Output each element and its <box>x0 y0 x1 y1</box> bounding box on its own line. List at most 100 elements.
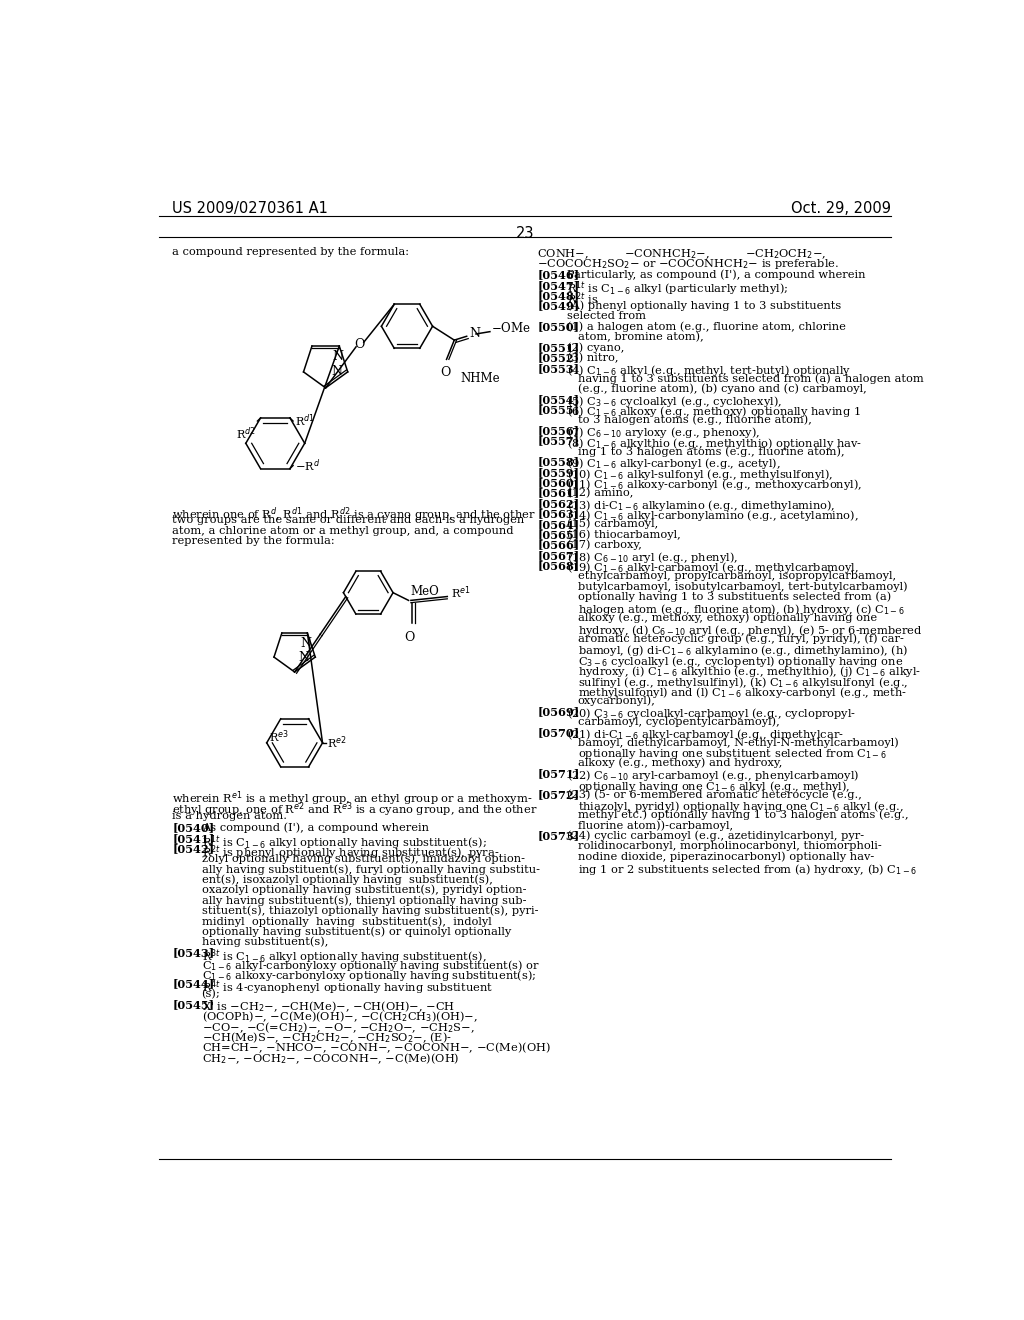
Text: [0568]: [0568] <box>538 560 580 572</box>
Text: atom, a chlorine atom or a methyl group, and, a compound: atom, a chlorine atom or a methyl group,… <box>172 525 514 536</box>
Text: [0544]: [0544] <box>172 978 214 990</box>
Text: [0543]: [0543] <box>172 948 214 958</box>
Text: R$^{2t}$ is: R$^{2t}$ is <box>566 290 598 306</box>
Text: oxycarbonyl),: oxycarbonyl), <box>578 696 655 706</box>
Text: [0552]: [0552] <box>538 352 580 363</box>
Text: $-$CO$-$, $-$C(=CH$_2$)$-$, $-$O$-$, $-$CH$_2$O$-$, $-$CH$_2$S$-$,: $-$CO$-$, $-$C(=CH$_2$)$-$, $-$O$-$, $-$… <box>202 1020 474 1035</box>
Text: [0560]: [0560] <box>538 478 580 488</box>
Text: alkoxy (e.g., methoxy, ethoxy) optionally having one: alkoxy (e.g., methoxy, ethoxy) optionall… <box>578 612 877 623</box>
Text: O: O <box>439 366 451 379</box>
Text: (22) C$_{6-10}$ aryl-carbamoyl (e.g., phenylcarbamoyl): (22) C$_{6-10}$ aryl-carbamoyl (e.g., ph… <box>566 768 859 783</box>
Text: (17) carboxy,: (17) carboxy, <box>566 540 641 550</box>
Text: [0571]: [0571] <box>538 768 580 779</box>
Text: NHMe: NHMe <box>461 372 500 385</box>
Text: alkoxy (e.g., methoxy) and hydroxy,: alkoxy (e.g., methoxy) and hydroxy, <box>578 758 782 768</box>
Text: optionally having substituent(s) or quinolyl optionally: optionally having substituent(s) or quin… <box>202 927 511 937</box>
Text: N: N <box>299 651 310 664</box>
Text: Particularly, as compound (I'), a compound wherein: Particularly, as compound (I'), a compou… <box>566 269 865 280</box>
Text: methylsulfonyl) and (l) C$_{1-6}$ alkoxy-carbonyl (e.g., meth-: methylsulfonyl) and (l) C$_{1-6}$ alkoxy… <box>578 685 906 700</box>
Text: (3) nitro,: (3) nitro, <box>566 352 618 363</box>
Text: US 2009/0270361 A1: US 2009/0270361 A1 <box>172 201 328 215</box>
Text: [0558]: [0558] <box>538 457 580 467</box>
Text: (s);: (s); <box>202 989 220 999</box>
Text: hydroxy, (d) C$_{6-10}$ aryl (e.g., phenyl), (e) 5- or 6-membered: hydroxy, (d) C$_{6-10}$ aryl (e.g., phen… <box>578 623 922 638</box>
Text: optionally having one substituent selected from C$_{1-6}$: optionally having one substituent select… <box>578 747 886 762</box>
Text: [0554]: [0554] <box>538 395 580 405</box>
Text: [0559]: [0559] <box>538 467 580 478</box>
Text: thiazolyl, pyridyl) optionally having one C$_{1-6}$ alkyl (e.g.,: thiazolyl, pyridyl) optionally having on… <box>578 800 903 814</box>
Text: (15) carbamoyl,: (15) carbamoyl, <box>566 519 657 529</box>
Text: C$_{1-6}$ alkyl-carbonyloxy optionally having substituent(s) or: C$_{1-6}$ alkyl-carbonyloxy optionally h… <box>202 958 540 973</box>
Text: R$^{d1}$: R$^{d1}$ <box>295 413 314 429</box>
Text: (4) C$_{1-6}$ alkyl (e.g., methyl, tert-butyl) optionally: (4) C$_{1-6}$ alkyl (e.g., methyl, tert-… <box>566 363 851 378</box>
Text: R$^{2t}$ is phenyl optionally having substituent(s), pyra-: R$^{2t}$ is phenyl optionally having sub… <box>202 843 499 862</box>
Text: fluorine atom))-carbamoyl,: fluorine atom))-carbamoyl, <box>578 820 732 830</box>
Text: having substituent(s),: having substituent(s), <box>202 937 328 948</box>
Text: (5) C$_{3-6}$ cycloalkyl (e.g., cyclohexyl),: (5) C$_{3-6}$ cycloalkyl (e.g., cyclohex… <box>566 395 781 409</box>
Text: R$^{1t}$ is C$_{1-6}$ alkyl optionally having substituent(s);: R$^{1t}$ is C$_{1-6}$ alkyl optionally h… <box>202 833 486 851</box>
Text: ing 1 or 2 substituents selected from (a) hydroxy, (b) C$_{1-6}$: ing 1 or 2 substituents selected from (a… <box>578 862 916 876</box>
Text: ethylcarbamoyl, propylcarbamoyl, isopropylcarbamoyl,: ethylcarbamoyl, propylcarbamoyl, isoprop… <box>578 570 896 581</box>
Text: [0542]: [0542] <box>172 843 214 854</box>
Text: $-$CH(Me)S$-$, $-$CH$_2$CH$_2$$-$, $-$CH$_2$SO$_2$$-$, (E)-: $-$CH(Me)S$-$, $-$CH$_2$CH$_2$$-$, $-$CH… <box>202 1031 452 1045</box>
Text: hydroxy, (i) C$_{1-6}$ alkylthio (e.g., methylthio), (j) C$_{1-6}$ alkyl-: hydroxy, (i) C$_{1-6}$ alkylthio (e.g., … <box>578 664 921 680</box>
Text: selected from: selected from <box>566 312 646 321</box>
Text: oxazolyl optionally having substituent(s), pyridyl option-: oxazolyl optionally having substituent(s… <box>202 884 526 895</box>
Text: [0555]: [0555] <box>538 404 580 416</box>
Text: (A) phenyl optionally having 1 to 3 substituents: (A) phenyl optionally having 1 to 3 subs… <box>566 301 841 312</box>
Text: [0547]: [0547] <box>538 280 580 290</box>
Text: wherein one of R$^d$, R$^{d1}$ and R$^{d2}$ is a cyano group, and the other: wherein one of R$^d$, R$^{d1}$ and R$^{d… <box>172 506 536 524</box>
Text: [0573]: [0573] <box>538 830 580 842</box>
Text: [0551]: [0551] <box>538 342 580 352</box>
Text: (19) C$_{1-6}$ alkyl-carbamoyl (e.g., methylcarbamoyl,: (19) C$_{1-6}$ alkyl-carbamoyl (e.g., me… <box>566 560 859 576</box>
Text: (13) di-C$_{1-6}$ alkylamino (e.g., dimethylamino),: (13) di-C$_{1-6}$ alkylamino (e.g., dime… <box>566 498 835 513</box>
Text: C$_{1-6}$ alkoxy-carbonyloxy optionally having substituent(s);: C$_{1-6}$ alkoxy-carbonyloxy optionally … <box>202 968 536 983</box>
Text: R$^{e3}$: R$^{e3}$ <box>269 729 289 744</box>
Text: (10) C$_{1-6}$ alkyl-sulfonyl (e.g., methylsulfonyl),: (10) C$_{1-6}$ alkyl-sulfonyl (e.g., met… <box>566 467 833 482</box>
Text: R$^{1t}$ is C$_{1-6}$ alkyl (particularly methyl);: R$^{1t}$ is C$_{1-6}$ alkyl (particularl… <box>566 280 788 298</box>
Text: [0557]: [0557] <box>538 436 580 446</box>
Text: wherein R$^{e1}$ is a methyl group, an ethyl group or a methoxym-: wherein R$^{e1}$ is a methyl group, an e… <box>172 789 532 808</box>
Text: $-$OMe: $-$OMe <box>492 321 531 335</box>
Text: R$^{4t}$ is 4-cyanophenyl optionally having substituent: R$^{4t}$ is 4-cyanophenyl optionally hav… <box>202 978 493 997</box>
Text: (e.g., fluorine atom), (b) cyano and (c) carbamoyl,: (e.g., fluorine atom), (b) cyano and (c)… <box>578 384 866 395</box>
Text: $-$COCOCH$_2$SO$_2$$-$ or $-$COCONHCH$_2$$-$ is preferable.: $-$COCOCH$_2$SO$_2$$-$ or $-$COCONHCH$_2… <box>538 257 840 272</box>
Text: optionally having one C$_{1-6}$ alkyl (e.g., methyl),: optionally having one C$_{1-6}$ alkyl (e… <box>578 779 850 793</box>
Text: [0548]: [0548] <box>538 290 580 301</box>
Text: a compound represented by the formula:: a compound represented by the formula: <box>172 247 410 257</box>
Text: stituent(s), thiazolyl optionally having substituent(s), pyri-: stituent(s), thiazolyl optionally having… <box>202 906 539 916</box>
Text: carbamoyl, cyclopentylcarbamoyl),: carbamoyl, cyclopentylcarbamoyl), <box>578 717 779 727</box>
Text: [0570]: [0570] <box>538 726 580 738</box>
Text: bamoyl, diethylcarbamoyl, N-ethyl-N-methylcarbamoyl): bamoyl, diethylcarbamoyl, N-ethyl-N-meth… <box>578 737 898 747</box>
Text: R$^{e2}$: R$^{e2}$ <box>328 734 347 751</box>
Text: sulfinyl (e.g., methylsulfinyl), (k) C$_{1-6}$ alkylsulfonyl (e.g.,: sulfinyl (e.g., methylsulfinyl), (k) C$_… <box>578 675 907 689</box>
Text: (16) thiocarbamoyl,: (16) thiocarbamoyl, <box>566 529 680 540</box>
Text: 23: 23 <box>515 226 535 242</box>
Text: O: O <box>404 631 415 644</box>
Text: [0550]: [0550] <box>538 321 580 333</box>
Text: [0572]: [0572] <box>538 789 580 800</box>
Text: halogen atom (e.g., fluorine atom), (b) hydroxy, (c) C$_{1-6}$: halogen atom (e.g., fluorine atom), (b) … <box>578 602 904 616</box>
Text: [0553]: [0553] <box>538 363 580 374</box>
Text: [0569]: [0569] <box>538 706 580 717</box>
Text: optionally having 1 to 3 substituents selected from (a): optionally having 1 to 3 substituents se… <box>578 591 891 602</box>
Text: midinyl  optionally  having  substituent(s),  indolyl: midinyl optionally having substituent(s)… <box>202 916 492 927</box>
Text: methyl etc.) optionally having 1 to 3 halogen atoms (e.g.,: methyl etc.) optionally having 1 to 3 ha… <box>578 810 908 821</box>
Text: N: N <box>300 636 311 649</box>
Text: (1) a halogen atom (e.g., fluorine atom, chlorine: (1) a halogen atom (e.g., fluorine atom,… <box>566 321 846 331</box>
Text: zolyl optionally having substituent(s), imidazolyl option-: zolyl optionally having substituent(s), … <box>202 854 524 865</box>
Text: N: N <box>332 350 343 363</box>
Text: to 3 halogen atoms (e.g., fluorine atom),: to 3 halogen atoms (e.g., fluorine atom)… <box>578 414 811 425</box>
Text: (12) amino,: (12) amino, <box>566 487 633 498</box>
Text: R$^{e1}$: R$^{e1}$ <box>452 585 471 601</box>
Text: N: N <box>332 366 342 379</box>
Text: [0541]: [0541] <box>172 833 214 843</box>
Text: CH$_2$$-$, $-$OCH$_2$$-$, $-$COCONH$-$, $-$C(Me)(OH): CH$_2$$-$, $-$OCH$_2$$-$, $-$COCONH$-$, … <box>202 1051 459 1065</box>
Text: (20) C$_{3-6}$ cycloalkyl-carbamoyl (e.g., cyclopropyl-: (20) C$_{3-6}$ cycloalkyl-carbamoyl (e.g… <box>566 706 856 721</box>
Text: (6) C$_{1-6}$ alkoxy (e.g., methoxy) optionally having 1: (6) C$_{1-6}$ alkoxy (e.g., methoxy) opt… <box>566 404 860 420</box>
Text: bamoyl, (g) di-C$_{1-6}$ alkylamino (e.g., dimethylamino), (h): bamoyl, (g) di-C$_{1-6}$ alkylamino (e.g… <box>578 644 907 659</box>
Text: having 1 to 3 substituents selected from (a) a halogen atom: having 1 to 3 substituents selected from… <box>578 374 924 384</box>
Text: ing 1 to 3 halogen atoms (e.g., fluorine atom),: ing 1 to 3 halogen atoms (e.g., fluorine… <box>578 446 844 457</box>
Text: aromatic heterocyclic group (e.g., furyl, pyridyl), (f) car-: aromatic heterocyclic group (e.g., furyl… <box>578 634 903 644</box>
Text: (OCOPh)$-$, $-$C(Me)(OH)$-$, $-$C(CH$_2$CH$_3$)(OH)$-$,: (OCOPh)$-$, $-$C(Me)(OH)$-$, $-$C(CH$_2$… <box>202 1010 477 1024</box>
